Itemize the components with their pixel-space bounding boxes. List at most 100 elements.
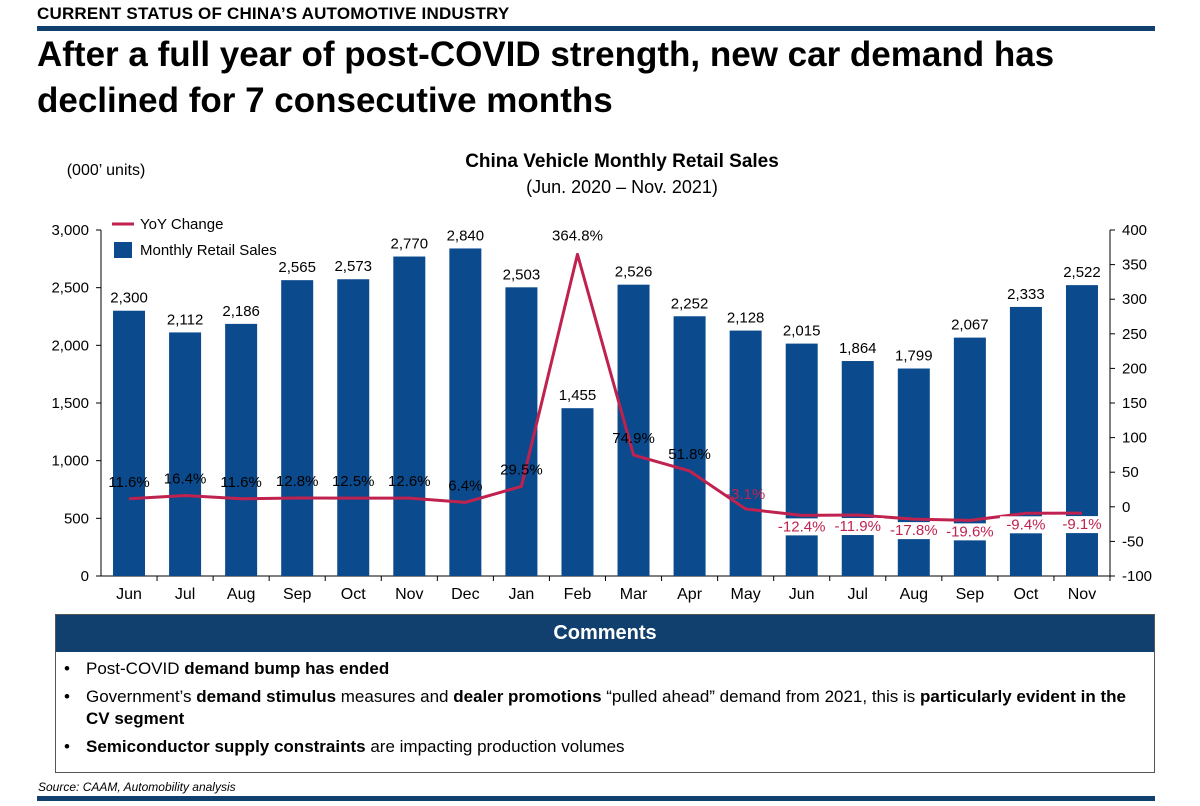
bar-value-label: 2,252 [671,295,709,312]
y-axis-label: (000’ units) [67,162,146,179]
legend-bar-swatch [114,242,132,258]
yoy-line [128,252,1082,522]
comment-item-1: Post-COVID demand bump has ended [64,658,1144,680]
y2-tick-label: 0 [1122,499,1130,516]
y-tick-label: 3,000 [51,222,89,239]
x-tick-label: Jul [848,586,868,603]
y-tick-label: 1,500 [51,395,89,412]
bar [337,279,370,576]
yoy-value-label: 74.9% [612,430,655,447]
comment-2-text-a: Government’s [86,687,197,706]
bar [449,248,482,576]
bar-value-label: 1,799 [895,348,933,365]
yoy-value-label: 12.6% [388,473,431,490]
comments-title: Comments [56,615,1154,652]
bar [785,343,818,576]
bar-value-label: 1,455 [559,387,597,404]
x-tick-label: Nov [1068,586,1096,603]
yoy-value-label: 12.5% [332,473,375,490]
x-tick-label: Jul [175,586,195,603]
x-tick-label: Aug [900,586,928,603]
bar [505,287,538,576]
yoy-value-label: 16.4% [164,470,207,487]
y2-tick-label: 100 [1122,430,1147,447]
comments-box: Comments Post-COVID demand bump has ende… [55,614,1155,773]
bar [169,332,202,576]
yoy-label-bg [1055,516,1108,534]
bar-value-label: 2,112 [167,311,203,328]
bar [225,323,258,576]
comment-2-bold-b: dealer promotions [453,687,602,706]
x-tick-label: Jan [509,586,535,603]
x-tick-label: Jun [116,586,142,603]
headline-line-2: declined for 7 consecutive months [37,81,613,120]
comment-2-text-b: measures and [336,687,454,706]
bar-value-label: 2,565 [278,259,316,276]
yoy-value-label: 11.6% [220,474,261,491]
y2-tick-label: 350 [1122,257,1147,274]
bar-value-label: 2,770 [391,236,429,253]
yoy-value-label: -19.6% [946,523,994,540]
y-tick-label: 1,000 [51,453,89,470]
yoy-label-bg [831,518,884,536]
yoy-label-bg [943,523,996,541]
chart-title: China Vehicle Monthly Retail Sales [465,151,779,172]
comments-list: Post-COVID demand bump has ended Governm… [56,652,1154,758]
bar-value-label: 2,333 [1007,286,1045,303]
comment-2-text-c: “pulled ahead” demand from 2021, this is [601,687,921,706]
yoy-value-label: 6.4% [448,477,482,494]
bar [729,330,762,576]
yoy-value-label: 364.8% [552,227,603,244]
x-tick-label: Dec [451,586,479,603]
x-tick-label: Aug [227,586,255,603]
bar [393,256,426,576]
source-note: Source: CAAM, Automobility analysis [38,780,236,794]
y2-tick-label: 400 [1122,222,1147,239]
chart-subtitle: (Jun. 2020 – Nov. 2021) [526,177,718,197]
x-tick-label: Jun [789,586,815,603]
bar [281,280,314,576]
bar-value-label: 2,067 [951,317,989,334]
y2-tick-label: 200 [1122,360,1147,377]
yoy-label-bg [775,518,828,536]
x-tick-label: Sep [283,586,312,603]
comment-2-bold-c: particularly evident in the CV segment [86,687,1126,728]
bar-value-label: 2,128 [727,310,765,327]
x-tick-label: Feb [564,586,592,603]
y2-tick-label: 250 [1122,326,1147,343]
y-tick-label: 2,000 [51,337,89,354]
x-tick-label: Oct [1013,586,1038,603]
yoy-label-bg [999,516,1052,534]
yoy-value-label: 11.6% [108,474,149,491]
top-rule [37,26,1155,31]
bar [617,284,650,576]
y-tick-label: 0 [81,568,89,585]
comment-3-text: are impacting production volumes [365,737,625,756]
bar-value-label: 2,573 [334,258,372,275]
yoy-label-bg [887,522,940,540]
yoy-value-label: -3.1% [726,486,765,503]
comment-item-3: Semiconductor supply constraints are imp… [64,736,1144,758]
y2-tick-label: -100 [1122,568,1152,585]
x-tick-label: Sep [956,586,985,603]
headline-line-1: After a full year of post-COVID strength… [37,35,1055,74]
comment-3-bold: Semiconductor supply constraints [86,737,366,756]
y2-tick-label: 150 [1122,395,1147,412]
comment-1-text: Post-COVID [86,659,185,678]
comment-item-2: Government’s demand stimulus measures an… [64,686,1144,730]
x-tick-label: Oct [341,586,366,603]
y-tick-label: 2,500 [51,280,89,297]
x-tick-label: May [731,586,761,603]
bar [1009,306,1042,576]
yoy-value-label: -17.8% [890,522,938,539]
yoy-value-label: -9.4% [1006,516,1045,533]
yoy-value-label: 29.5% [500,461,543,478]
legend-label-yoy: YoY Change [140,216,223,233]
bar-value-label: 2,503 [503,266,541,283]
bar-value-label: 2,522 [1063,264,1101,281]
x-tick-label: Nov [395,586,423,603]
bottom-rule [37,796,1155,801]
y-tick-label: 500 [64,510,89,527]
bar-value-label: 2,840 [447,227,485,244]
bar-value-label: 2,526 [615,264,653,281]
